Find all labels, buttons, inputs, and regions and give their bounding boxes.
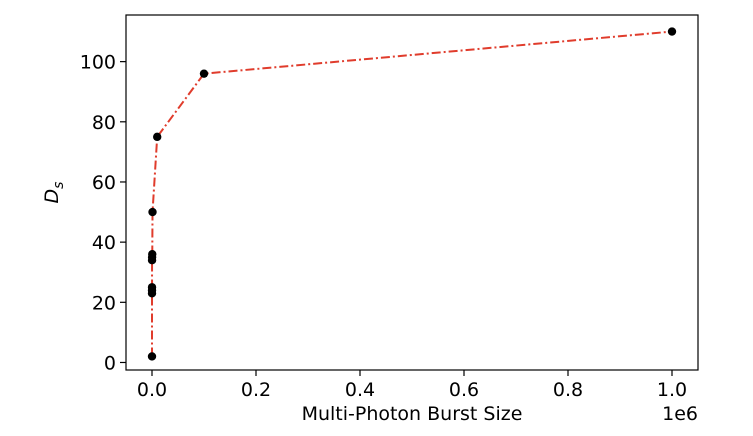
x-axis-ticks: 0.0 0.2 0.4 0.6 0.8 1.0 xyxy=(137,370,687,401)
series-markers xyxy=(147,27,677,361)
y-tick-label: 40 xyxy=(92,232,116,254)
x-tick-label: 0.6 xyxy=(449,379,479,401)
x-axis-offset-label: 1e6 xyxy=(662,403,698,425)
y-axis-label-main: D xyxy=(41,189,63,204)
y-axis-label-subscript: s xyxy=(51,182,67,189)
y-tick-label: 100 xyxy=(80,52,116,74)
x-axis-label: Multi-Photon Burst Size xyxy=(302,403,523,425)
data-point xyxy=(667,27,677,36)
y-axis-label: Ds xyxy=(41,182,67,204)
y-tick-label: 0 xyxy=(104,352,116,374)
x-tick-label: 0.0 xyxy=(137,379,167,401)
y-tick-label: 20 xyxy=(92,292,116,314)
x-tick-label: 0.8 xyxy=(553,379,583,401)
x-tick-label: 0.4 xyxy=(345,379,375,401)
y-axis-ticks: 0 20 40 60 80 100 xyxy=(80,52,126,374)
data-point xyxy=(199,69,209,78)
y-tick-label: 80 xyxy=(92,112,116,134)
data-point xyxy=(153,132,162,142)
x-tick-label: 1.0 xyxy=(657,379,687,401)
data-point xyxy=(148,207,157,217)
y-tick-label: 60 xyxy=(92,172,116,194)
data-point xyxy=(148,249,157,259)
data-point xyxy=(147,283,157,292)
series-line xyxy=(151,30,673,357)
x-tick-label: 0.2 xyxy=(241,379,271,401)
data-point xyxy=(147,352,157,361)
plot-area-frame xyxy=(125,14,699,371)
